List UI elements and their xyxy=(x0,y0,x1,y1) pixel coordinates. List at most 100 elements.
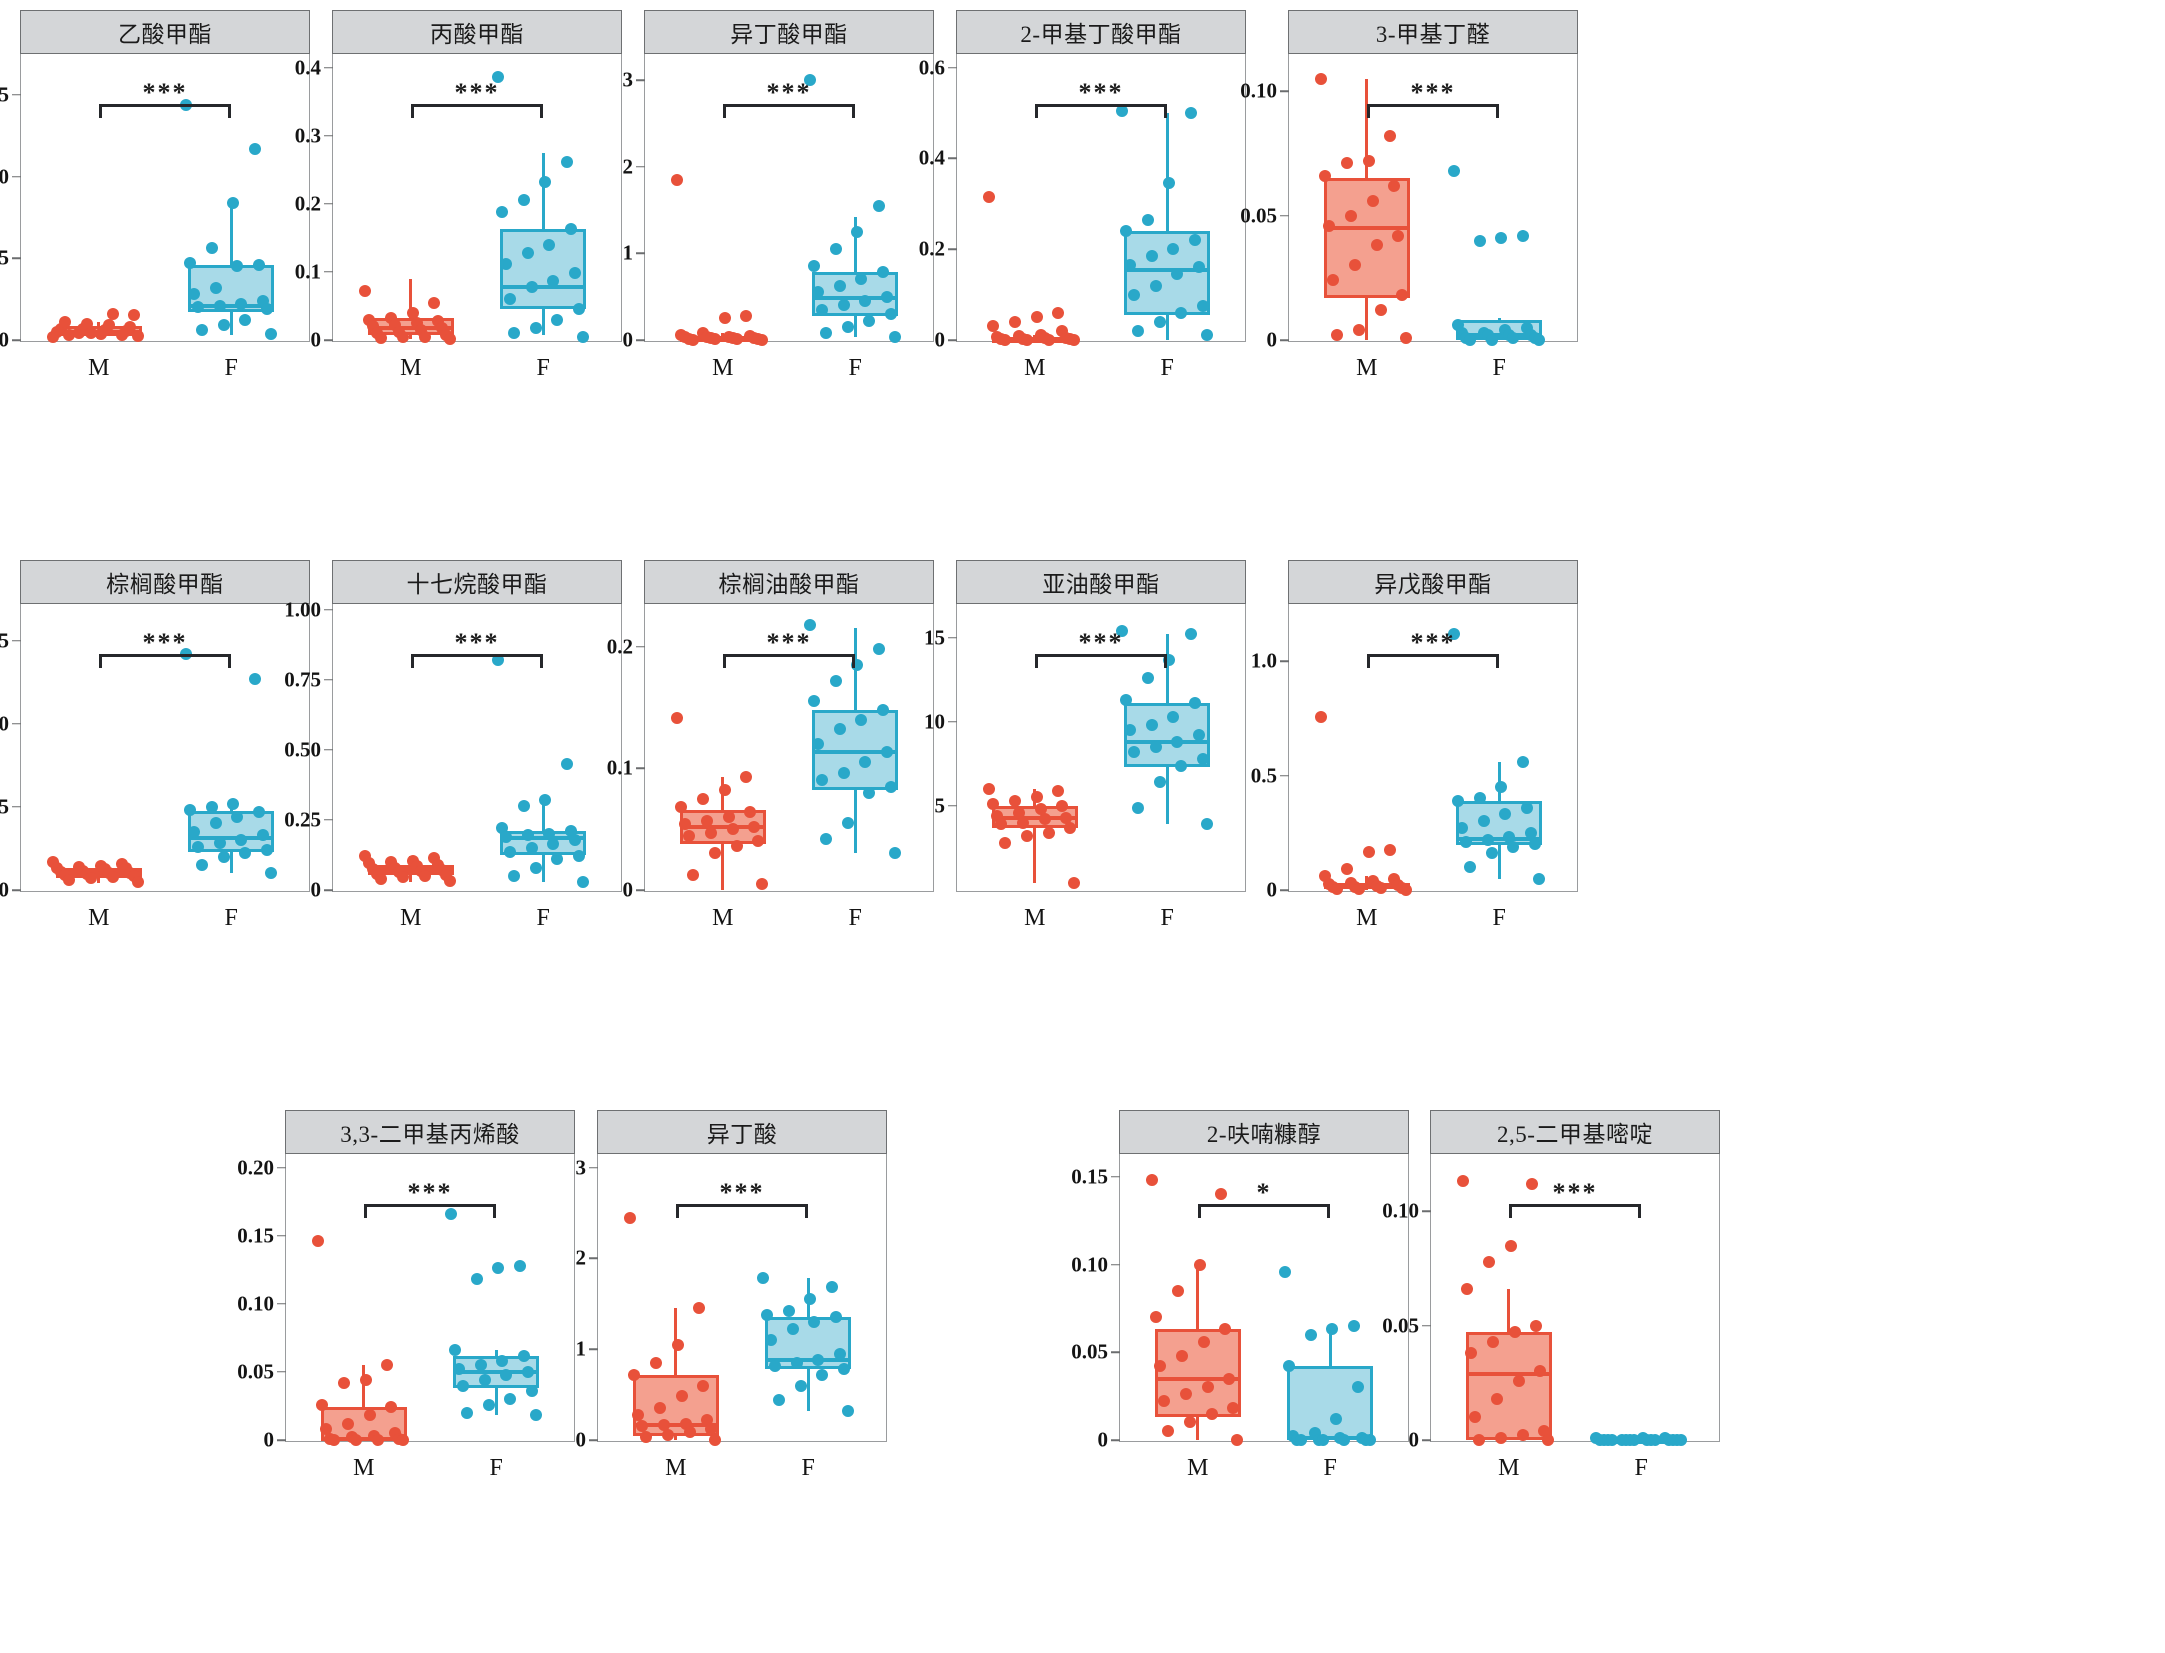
data-point xyxy=(1504,1239,1517,1252)
y-axis-tick-mark xyxy=(12,722,21,725)
panel-title-strip: 3-甲基丁醛 xyxy=(1288,10,1578,54)
data-point xyxy=(217,319,230,332)
data-point xyxy=(456,1379,469,1392)
data-point xyxy=(1294,1434,1307,1446)
median-line xyxy=(500,836,587,841)
data-point xyxy=(448,1344,461,1357)
y-axis-tick-mark xyxy=(12,339,21,341)
data-point xyxy=(1068,334,1081,346)
data-point xyxy=(231,260,244,273)
panel-title: 2-甲基丁酸甲酯 xyxy=(1020,22,1182,47)
y-axis-tick-label: 1.0 xyxy=(0,711,9,736)
median-line xyxy=(188,835,275,840)
data-point xyxy=(260,302,273,315)
y-axis-tick-mark xyxy=(948,339,957,341)
data-point xyxy=(63,329,76,342)
data-point xyxy=(1205,1407,1218,1420)
x-axis-label-m: M xyxy=(1498,1455,1520,1481)
x-axis-label-m: M xyxy=(400,905,422,931)
y-axis-tick-mark xyxy=(1280,660,1289,662)
data-point xyxy=(730,333,743,346)
data-point xyxy=(1396,289,1409,302)
data-point xyxy=(1374,304,1387,317)
data-point xyxy=(1021,333,1034,346)
y-axis-tick-mark xyxy=(324,66,333,69)
data-point xyxy=(1056,799,1069,812)
data-point xyxy=(740,309,753,322)
y-axis-tick-label: 0.2 xyxy=(606,634,633,659)
data-point xyxy=(1123,259,1136,272)
data-point xyxy=(1495,781,1508,794)
data-point xyxy=(252,258,265,271)
y-axis-tick-label: 0.6 xyxy=(918,55,945,80)
significance-bracket xyxy=(1034,104,1168,119)
data-point xyxy=(507,327,520,340)
data-point xyxy=(1534,1365,1547,1378)
data-point xyxy=(1193,1258,1206,1271)
data-point xyxy=(705,826,718,839)
data-point xyxy=(772,1394,785,1407)
data-point xyxy=(740,770,753,783)
boxplot-panel: 异丁酸 0 1 2 3 *** M F xyxy=(576,1110,887,1490)
data-point xyxy=(675,801,688,814)
panel-title-strip: 3,3-二甲基丙烯酸 xyxy=(285,1110,575,1154)
median-line xyxy=(679,824,766,829)
significance-stars: *** xyxy=(1078,78,1124,108)
significance-stars: *** xyxy=(1410,78,1456,108)
data-point xyxy=(987,798,1000,811)
data-point xyxy=(1347,1319,1360,1332)
panel-title-strip: 乙酸甲酯 xyxy=(20,10,310,54)
data-point xyxy=(375,872,388,885)
data-point xyxy=(525,841,538,854)
significance-stars: *** xyxy=(719,1178,765,1208)
x-axis-label-m: M xyxy=(1356,355,1378,381)
data-point xyxy=(1503,831,1516,844)
y-axis-tick-mark xyxy=(948,636,957,639)
data-point xyxy=(1447,164,1460,177)
data-point xyxy=(671,712,684,725)
panel-title: 棕榈酸甲酯 xyxy=(106,572,224,597)
data-point xyxy=(572,850,585,863)
y-axis-tick-mark xyxy=(1111,1176,1120,1178)
data-point xyxy=(1042,333,1055,346)
data-point xyxy=(760,1308,773,1321)
data-point xyxy=(819,327,832,340)
data-point xyxy=(1141,213,1154,226)
data-point xyxy=(359,284,372,297)
significance-stars: *** xyxy=(407,1178,453,1208)
data-point xyxy=(1388,179,1401,192)
y-axis-tick-label: 0 xyxy=(1266,327,1278,352)
data-point xyxy=(1149,741,1162,753)
data-point xyxy=(1184,1416,1197,1429)
data-point xyxy=(560,155,573,168)
panel-title: 乙酸甲酯 xyxy=(118,22,212,47)
median-line xyxy=(991,815,1078,820)
y-axis-tick-label: 0.10 xyxy=(1071,1252,1108,1277)
boxplot-panel: 3-甲基丁醛 0 0.05 0.10 *** M F xyxy=(1240,10,1578,390)
panel-title-strip: 2-甲基丁酸甲酯 xyxy=(956,10,1246,54)
data-point xyxy=(539,794,552,807)
data-point xyxy=(1315,72,1328,85)
data-point xyxy=(444,332,457,345)
y-axis-tick-label: 0.10 xyxy=(1382,1198,1419,1223)
data-point xyxy=(1323,219,1336,232)
data-point xyxy=(1627,1434,1640,1446)
y-axis-tick-mark xyxy=(1111,1439,1120,1441)
data-point xyxy=(132,875,145,888)
y-axis-tick-mark xyxy=(948,248,957,250)
data-point xyxy=(1516,1429,1529,1442)
data-point xyxy=(768,1359,781,1372)
data-point xyxy=(628,1368,641,1381)
data-point xyxy=(235,834,248,847)
data-point xyxy=(888,847,901,860)
y-axis-tick-mark xyxy=(277,1166,286,1169)
data-point xyxy=(385,1401,398,1414)
data-point xyxy=(811,737,824,750)
data-point xyxy=(482,1398,495,1411)
y-axis-tick-mark xyxy=(1280,889,1289,891)
y-axis-tick-label: 0 xyxy=(0,327,9,352)
x-axis-label-m: M xyxy=(400,355,422,381)
data-point xyxy=(1119,225,1132,238)
data-point xyxy=(525,1384,538,1397)
y-axis-tick-label: 1 xyxy=(622,240,634,265)
